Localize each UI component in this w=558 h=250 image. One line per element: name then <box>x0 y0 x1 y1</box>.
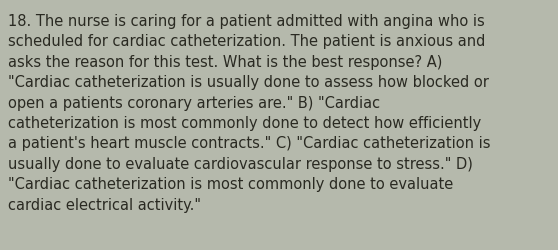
Text: 18. The nurse is caring for a patient admitted with angina who is
scheduled for : 18. The nurse is caring for a patient ad… <box>8 14 490 212</box>
